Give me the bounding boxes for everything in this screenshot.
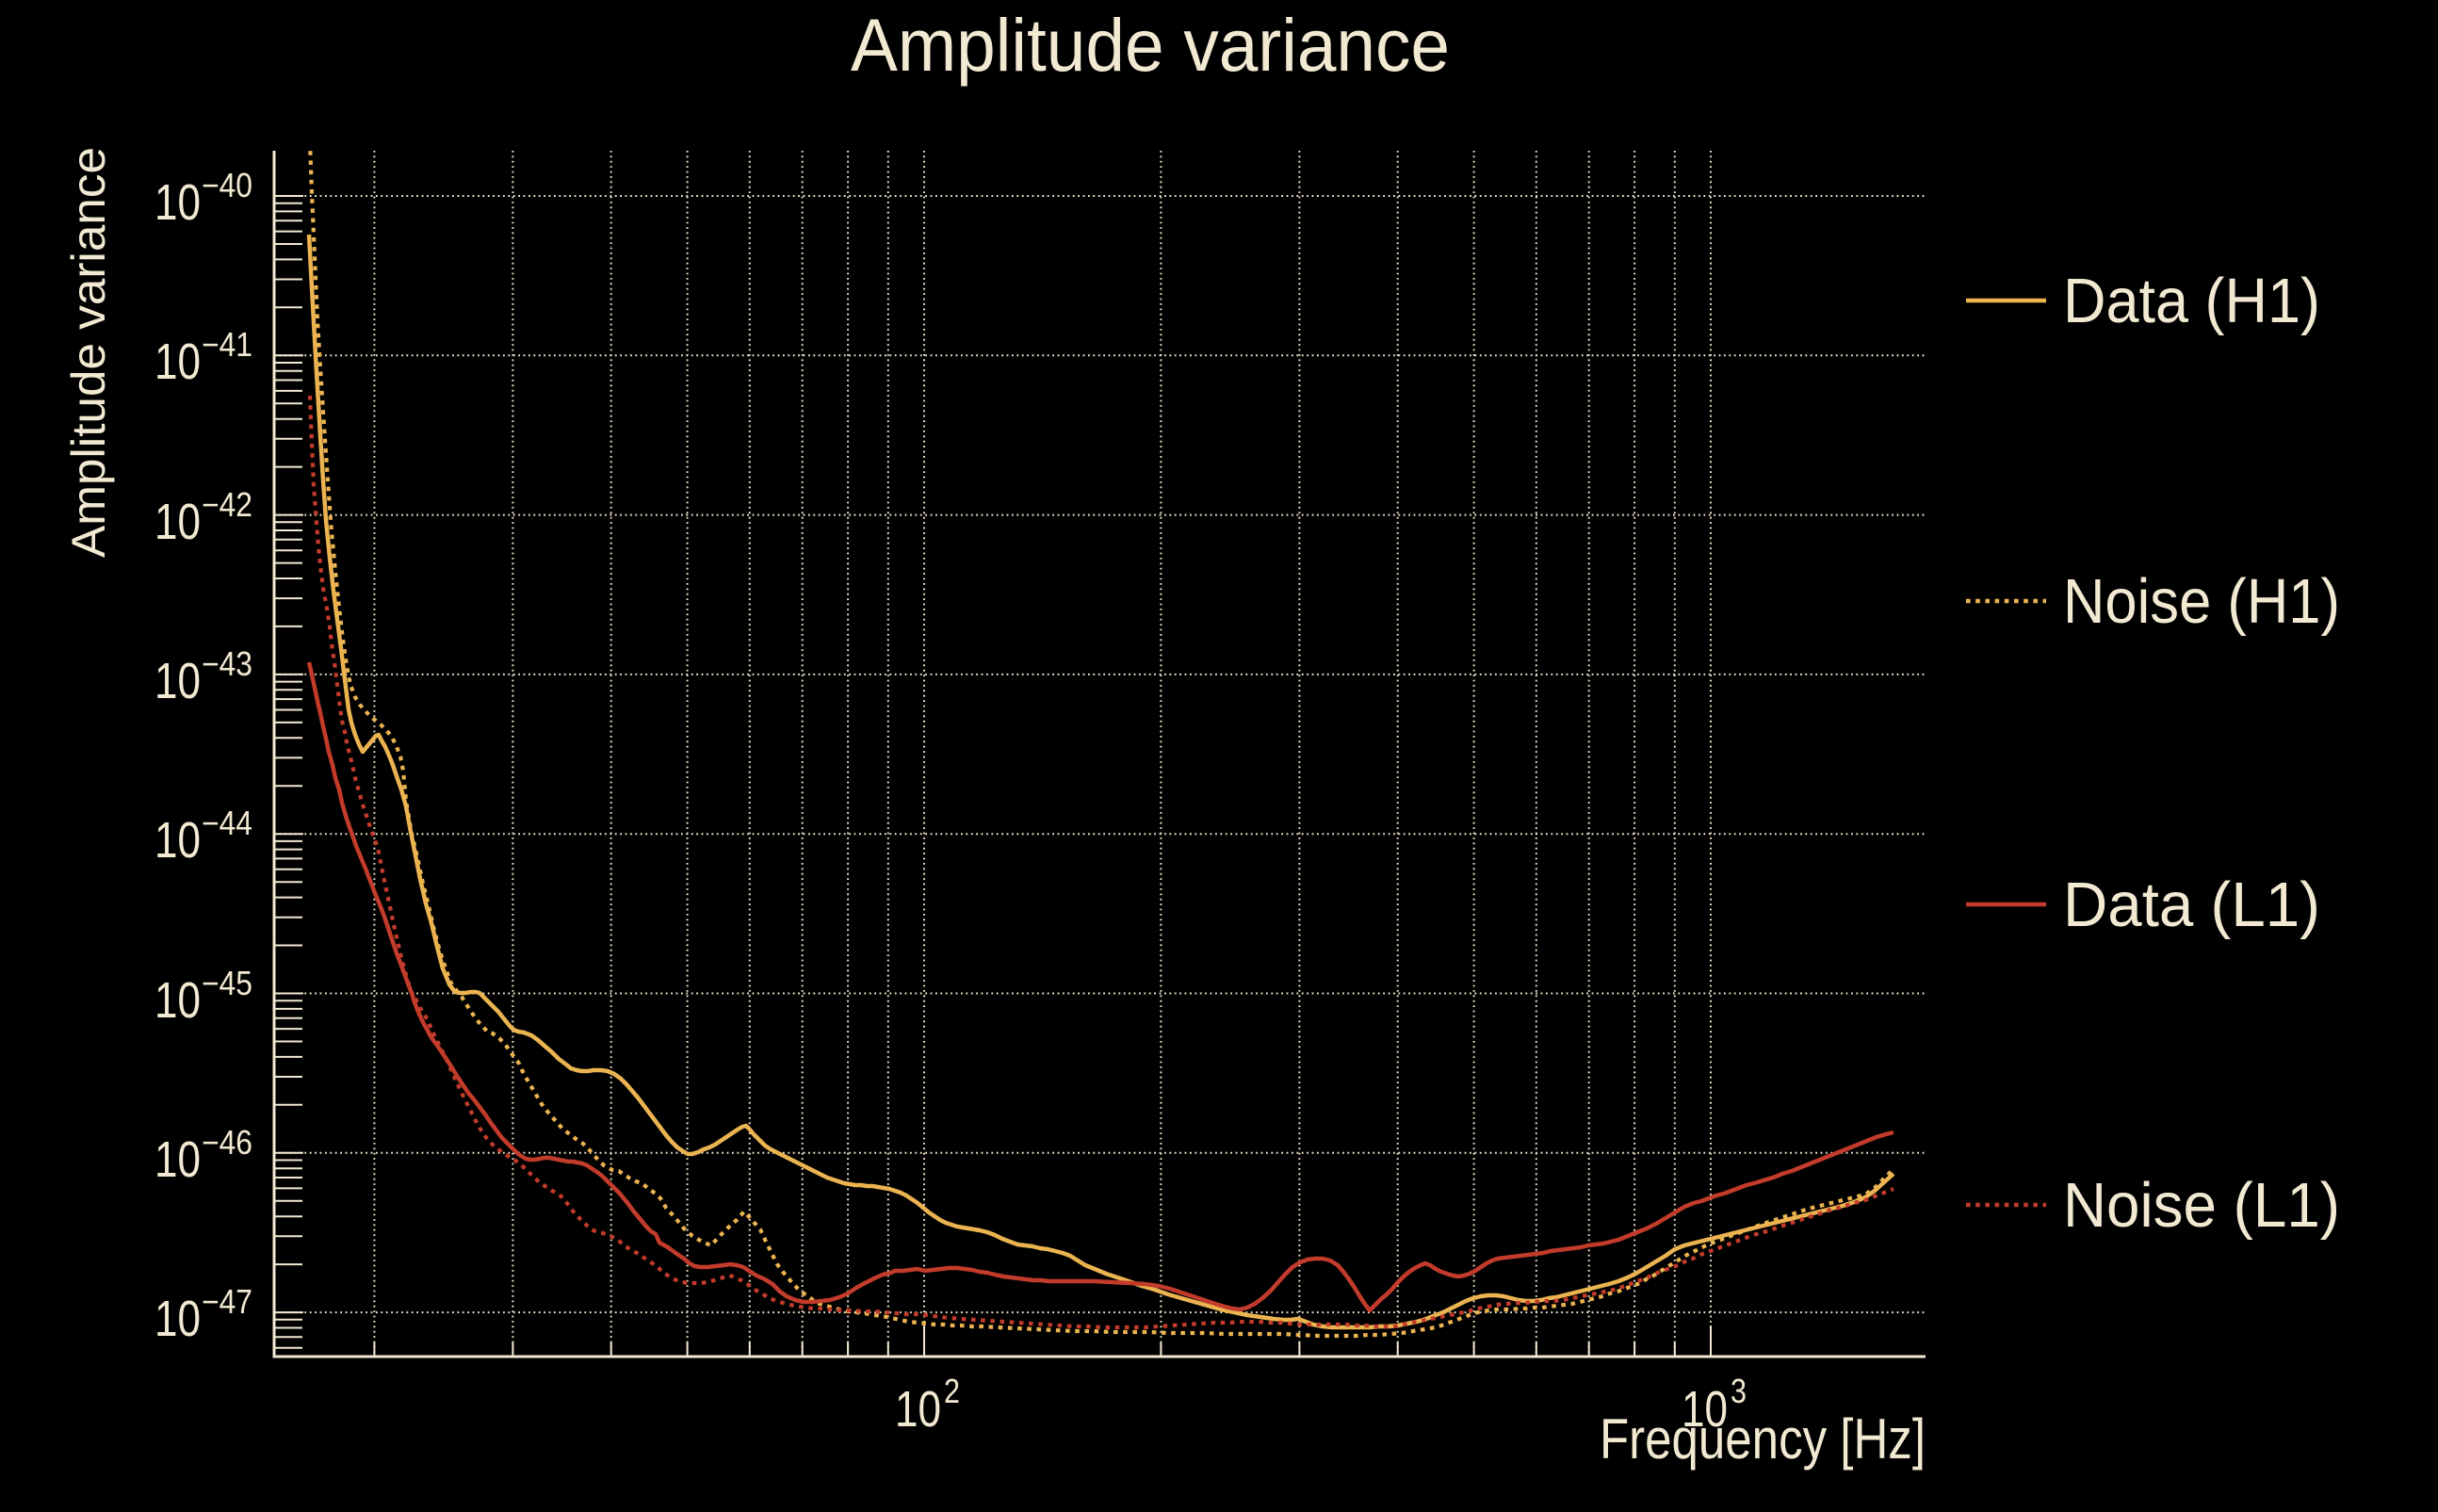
svg-text:10: 10 [154, 1131, 201, 1188]
svg-text:−46: −46 [202, 1123, 252, 1162]
svg-text:Data (L1): Data (L1) [2063, 870, 2320, 940]
svg-text:10: 10 [154, 972, 201, 1029]
svg-text:Data (H1): Data (H1) [2063, 266, 2320, 336]
svg-text:3: 3 [1731, 1372, 1747, 1410]
svg-text:Noise (L1): Noise (L1) [2063, 1170, 2340, 1241]
svg-text:10: 10 [154, 812, 201, 869]
svg-text:2: 2 [944, 1372, 960, 1410]
svg-text:−47: −47 [202, 1282, 252, 1321]
svg-text:10: 10 [154, 174, 201, 231]
svg-text:−40: −40 [202, 166, 252, 204]
svg-text:−41: −41 [202, 325, 252, 364]
svg-text:Amplitude variance: Amplitude variance [62, 147, 115, 558]
svg-text:10: 10 [1682, 1381, 1728, 1438]
svg-text:Noise (H1): Noise (H1) [2063, 566, 2340, 637]
svg-text:−44: −44 [202, 804, 252, 842]
svg-text:10: 10 [154, 494, 201, 550]
svg-text:−42: −42 [202, 485, 252, 524]
svg-text:10: 10 [154, 333, 201, 390]
svg-text:Frequency [Hz]: Frequency [Hz] [1600, 1407, 1926, 1471]
svg-text:10: 10 [154, 653, 201, 709]
svg-text:10: 10 [895, 1381, 941, 1438]
svg-text:Amplitude variance: Amplitude variance [851, 3, 1450, 87]
svg-text:−45: −45 [202, 964, 252, 1002]
svg-text:10: 10 [154, 1291, 201, 1347]
svg-text:−43: −43 [202, 644, 252, 683]
